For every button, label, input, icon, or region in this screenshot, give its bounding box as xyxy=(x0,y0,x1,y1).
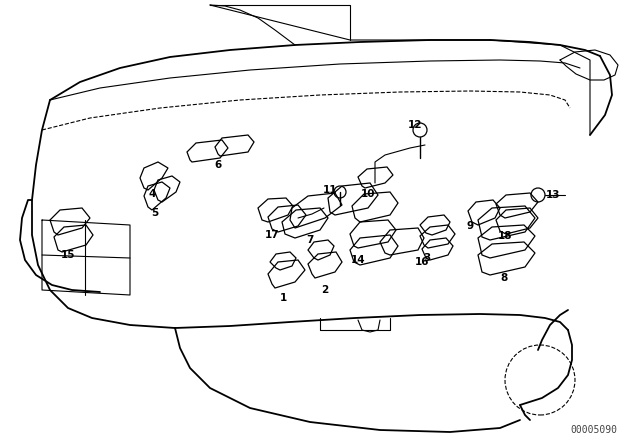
Text: 12: 12 xyxy=(408,120,422,130)
Text: 00005090: 00005090 xyxy=(571,425,618,435)
Text: 10: 10 xyxy=(361,189,375,199)
Text: 13: 13 xyxy=(546,190,560,200)
Text: 18: 18 xyxy=(498,231,512,241)
Text: 11: 11 xyxy=(323,185,337,195)
Text: 14: 14 xyxy=(351,255,365,265)
Text: 8: 8 xyxy=(500,273,508,283)
Text: 16: 16 xyxy=(415,257,429,267)
Text: 1: 1 xyxy=(280,293,287,303)
Text: 15: 15 xyxy=(61,250,76,260)
Text: 6: 6 xyxy=(214,160,221,170)
Text: 17: 17 xyxy=(265,230,279,240)
Text: 9: 9 xyxy=(467,221,474,231)
Text: 2: 2 xyxy=(321,285,328,295)
Text: 7: 7 xyxy=(307,235,314,245)
Text: 3: 3 xyxy=(424,253,431,263)
Text: 5: 5 xyxy=(152,208,159,218)
Text: 4: 4 xyxy=(148,189,156,199)
